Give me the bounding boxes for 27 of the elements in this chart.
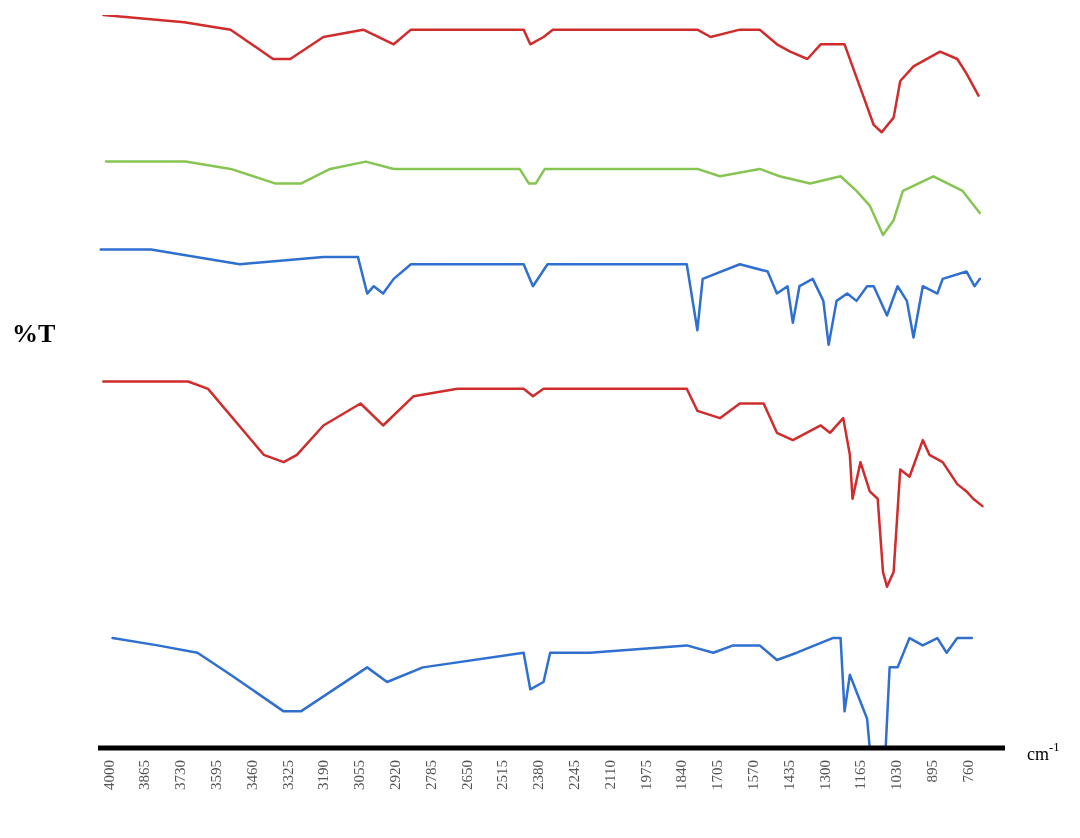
x-tick-label: 2245 xyxy=(566,760,583,790)
x-axis-title: cm$^{-1}$ xyxy=(1027,740,1060,764)
x-tick-label: 3055 xyxy=(351,760,368,790)
x-tick-label: 760 xyxy=(959,760,976,783)
x-tick-label: 2785 xyxy=(422,760,439,790)
x-tick-label: 1435 xyxy=(780,760,797,790)
x-tick-label: 1570 xyxy=(745,760,762,790)
x-tick-label: 2650 xyxy=(458,760,475,790)
x-tick-label: 1705 xyxy=(709,760,726,790)
x-tick-label: 3190 xyxy=(315,760,332,790)
x-tick-label: 1840 xyxy=(673,760,690,790)
y-axis-title: %T xyxy=(12,318,56,348)
x-tick-label: 1030 xyxy=(888,760,905,790)
x-tick-label: 2515 xyxy=(494,760,511,790)
x-tick-label: 1300 xyxy=(816,760,833,790)
x-tick-label: 2380 xyxy=(530,760,547,790)
x-tick-label: 3595 xyxy=(208,760,225,790)
x-tick-label: 3865 xyxy=(136,760,153,790)
x-tick-label: 3460 xyxy=(243,760,260,790)
x-tick-label: 3730 xyxy=(172,760,189,790)
x-tick-label: 2110 xyxy=(601,760,618,790)
x-tick-label: 4000 xyxy=(100,760,117,790)
x-tick-label: 1165 xyxy=(852,760,869,790)
x-tick-label: 2920 xyxy=(387,760,404,790)
x-tick-label: 895 xyxy=(924,760,941,783)
x-tick-label: 3325 xyxy=(279,760,296,790)
x-tick-label: 1975 xyxy=(637,760,654,790)
